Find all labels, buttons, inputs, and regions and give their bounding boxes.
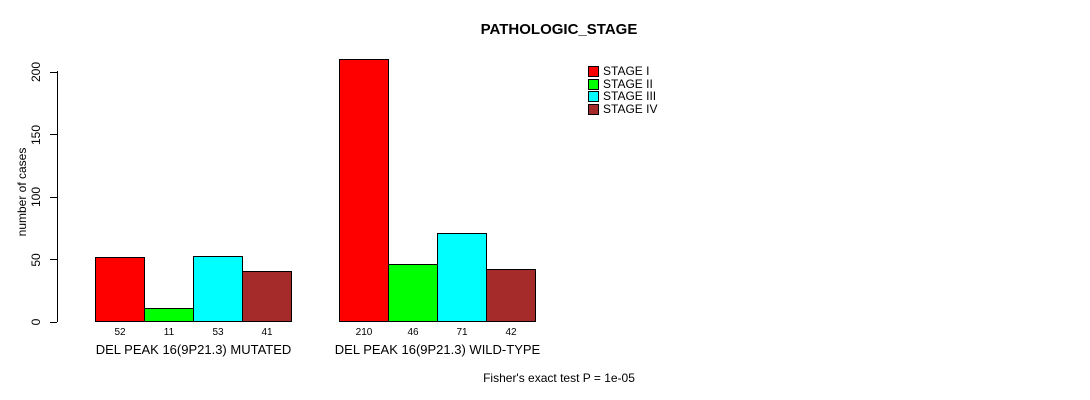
legend-item-label: STAGE III (603, 89, 657, 103)
bar-value-label: 46 (407, 327, 419, 338)
bar-value-label: 210 (355, 327, 373, 338)
legend-item: STAGE I (588, 64, 657, 78)
y-tick-label: 50 (29, 252, 43, 267)
y-tick-mark (50, 134, 57, 135)
y-axis-label: number of cases (15, 147, 29, 237)
y-tick-mark (50, 71, 57, 73)
legend-item-label: STAGE IV (603, 101, 658, 116)
y-tick-label: 100 (29, 186, 43, 208)
bar-stage-iii (437, 233, 487, 322)
legend-item-label: STAGE II (603, 76, 653, 91)
bar-stage-iii (193, 256, 243, 322)
y-tick-mark (50, 259, 57, 260)
legend-color-swatch (588, 78, 599, 90)
y-tick-mark (50, 196, 57, 198)
y-tick-label: 150 (29, 124, 43, 145)
x-category-label: DEL PEAK 16(9P21.3) MUTATED (95, 342, 292, 357)
bar-stage-i (95, 257, 145, 322)
bar-stage-iv (242, 271, 292, 322)
legend-item-label: STAGE I (603, 64, 650, 78)
bar-value-label: 42 (505, 327, 517, 338)
bar-stage-ii (388, 264, 438, 322)
legend-item: STAGE IV (588, 101, 658, 116)
legend: STAGE I STAGE II STAGE III STAGE IV (588, 64, 658, 116)
bar-stage-iv (486, 269, 536, 322)
x-category-label: DEL PEAK 16(9P21.3) WILD-TYPE (334, 342, 541, 357)
y-tick-label: 200 (29, 61, 43, 83)
legend-item: STAGE II (588, 76, 657, 91)
legend-color-swatch (588, 103, 599, 115)
legend-item: STAGE III (588, 89, 657, 103)
bar-value-label: 52 (114, 327, 126, 338)
bar-stage-ii (144, 308, 194, 322)
y-tick-mark (50, 321, 57, 323)
bar-value-label: 53 (212, 327, 224, 338)
y-tick-label: 0 (29, 318, 43, 326)
y-axis-line (57, 71, 58, 322)
legend-color-swatch (588, 66, 599, 77)
legend-color-swatch (588, 91, 599, 102)
annotation-text: Fisher's exact test P = 1e-05 (483, 371, 635, 385)
bar-stage-i (339, 59, 389, 322)
bar-value-label: 41 (261, 327, 273, 338)
bar-value-label: 71 (456, 327, 468, 338)
bar-value-label: 11 (163, 327, 175, 338)
chart-title: PATHOLOGIC_STAGE (480, 21, 638, 38)
